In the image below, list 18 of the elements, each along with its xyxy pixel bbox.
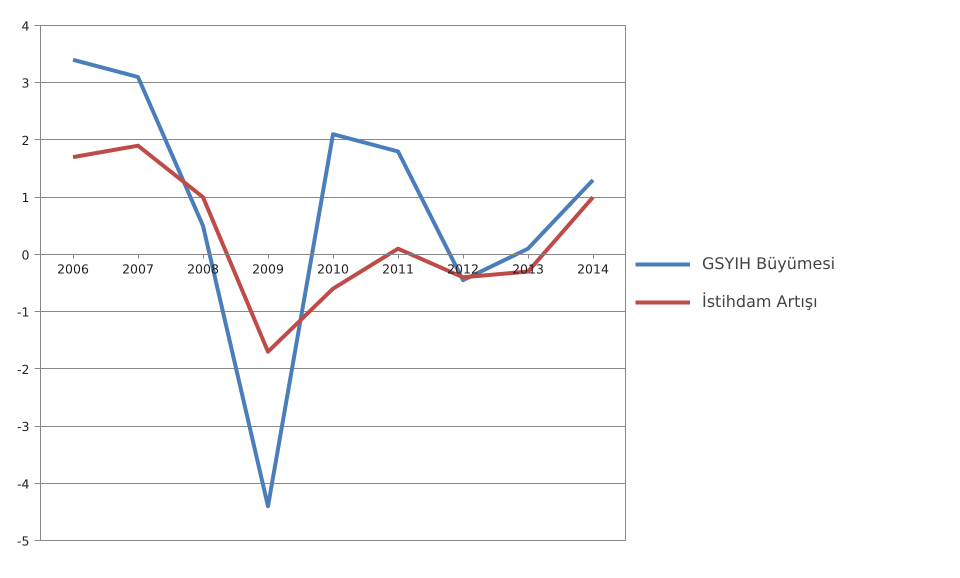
y-tick-label: 2 (22, 132, 30, 148)
y-tick-label: 4 (22, 18, 30, 34)
legend-label: İstihdam Artışı (702, 292, 818, 311)
y-tick-label: -4 (17, 476, 30, 492)
x-tick-label: 2010 (317, 261, 349, 276)
x-tick-label: 2006 (57, 261, 89, 276)
y-tick-label: -5 (17, 534, 30, 548)
x-tick-label: 2014 (577, 261, 609, 276)
y-tick-label: 1 (22, 190, 30, 206)
y-tick-label: -2 (17, 362, 30, 377)
x-tick-label: 2011 (382, 261, 414, 276)
x-tick-label: 2007 (122, 261, 154, 276)
y-tick-label: 3 (22, 76, 30, 91)
x-tick-label: 2009 (252, 261, 284, 276)
legend-label: GSYIH Büyümesi (702, 254, 836, 273)
y-tick-label: -1 (17, 304, 30, 320)
y-tick-label: -3 (17, 419, 30, 434)
y-tick-label: 0 (22, 247, 30, 262)
